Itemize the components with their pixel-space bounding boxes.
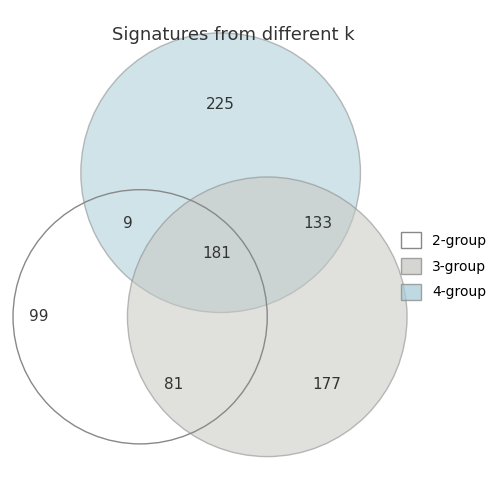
Legend: 2-group, 3-group, 4-group: 2-group, 3-group, 4-group xyxy=(401,232,486,300)
Text: 177: 177 xyxy=(312,377,341,392)
Circle shape xyxy=(128,177,407,457)
Text: 225: 225 xyxy=(206,97,235,112)
Circle shape xyxy=(81,33,360,312)
Title: Signatures from different k: Signatures from different k xyxy=(112,26,355,44)
Text: 181: 181 xyxy=(202,246,231,261)
Text: 9: 9 xyxy=(122,216,133,231)
Text: 81: 81 xyxy=(164,377,183,392)
Text: 99: 99 xyxy=(29,309,48,324)
Text: 133: 133 xyxy=(303,216,333,231)
